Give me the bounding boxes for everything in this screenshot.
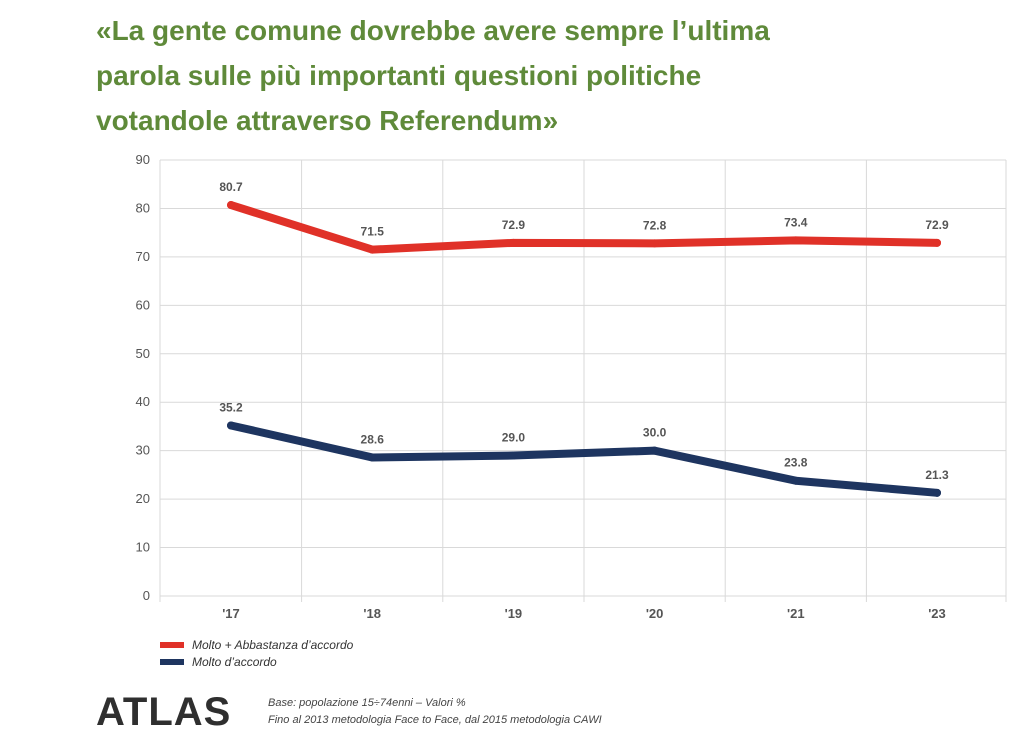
legend-item-navy: Molto d’accordo: [160, 653, 353, 670]
y-tick-label: 40: [136, 394, 150, 409]
data-point: [933, 488, 941, 497]
title-line-3: votandole attraverso Referendum»: [96, 105, 559, 136]
series-line-0: [227, 201, 941, 254]
data-point: [791, 236, 800, 245]
data-label: 72.8: [643, 218, 667, 232]
data-label: 29.0: [502, 431, 526, 445]
legend-swatch-navy: [160, 658, 184, 665]
series-line-1: [227, 421, 941, 497]
chart-legend: Molto + Abbastanza d’accordo Molto d’acc…: [160, 636, 353, 670]
data-point: [791, 476, 800, 485]
x-tick-label: '19: [505, 606, 523, 621]
y-tick-label: 50: [136, 346, 150, 361]
legend-swatch-red: [160, 641, 184, 648]
footnote-line-2: Fino al 2013 metodologia Face to Face, d…: [268, 714, 602, 726]
data-label: 80.7: [219, 180, 243, 194]
y-tick-label: 20: [136, 491, 150, 506]
data-point: [368, 245, 377, 254]
data-point: [650, 239, 659, 248]
legend-item-red: Molto + Abbastanza d’accordo: [160, 636, 353, 653]
data-label: 72.9: [502, 218, 526, 232]
chart-title: «La gente comune dovrebbe avere sempre l…: [96, 8, 996, 143]
y-tick-label: 80: [136, 200, 150, 215]
x-tick-label: '23: [928, 606, 946, 621]
data-point: [933, 238, 941, 247]
data-point: [227, 201, 235, 210]
footnote-line-1: Base: popolazione 15÷74enni – Valori %: [268, 697, 466, 709]
data-point: [509, 451, 518, 460]
data-label: 28.6: [361, 432, 385, 446]
data-label: 21.3: [925, 468, 949, 482]
data-label: 35.2: [219, 400, 243, 414]
legend-label-red: Molto + Abbastanza d’accordo: [192, 637, 354, 652]
legend-label-navy: Molto d’accordo: [192, 654, 277, 669]
x-tick-label: '17: [222, 606, 240, 621]
data-point: [650, 446, 659, 455]
data-label: 23.8: [784, 456, 808, 470]
y-tick-label: 70: [136, 249, 150, 264]
y-tick-label: 60: [136, 297, 150, 312]
y-tick-label: 0: [143, 588, 150, 603]
title-line-1: «La gente comune dovrebbe avere sempre l…: [96, 15, 770, 46]
data-label: 72.9: [925, 218, 949, 232]
data-point: [227, 421, 235, 430]
y-tick-label: 10: [136, 540, 150, 555]
x-tick-label: '20: [646, 606, 664, 621]
data-label: 30.0: [643, 426, 667, 440]
x-tick-label: '21: [787, 606, 805, 621]
data-label: 73.4: [784, 215, 808, 229]
data-label: 71.5: [361, 225, 385, 239]
data-point: [368, 453, 377, 462]
y-tick-label: 30: [136, 443, 150, 458]
x-tick-label: '18: [363, 606, 381, 621]
title-line-2: parola sulle più importanti questioni po…: [96, 60, 702, 91]
data-point: [509, 238, 518, 247]
footnote: Base: popolazione 15÷74enni – Valori % F…: [268, 695, 602, 729]
atlas-logo: ATLAS: [96, 690, 232, 734]
y-tick-label: 90: [136, 152, 150, 167]
